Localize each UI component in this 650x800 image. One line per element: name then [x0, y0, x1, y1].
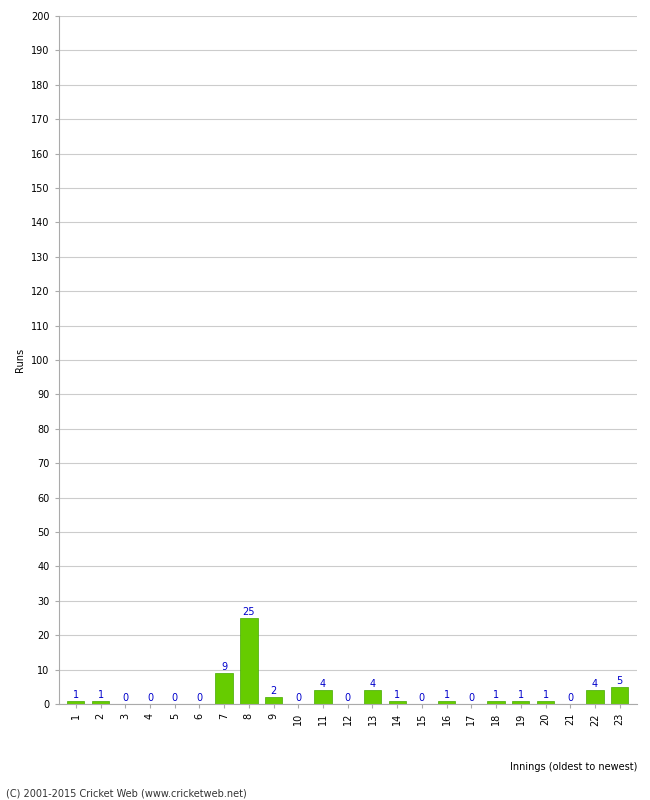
Bar	[586, 690, 604, 704]
Bar	[315, 690, 332, 704]
Text: 25: 25	[242, 607, 255, 617]
Text: 0: 0	[122, 693, 128, 703]
Text: 1: 1	[98, 690, 103, 699]
Text: 0: 0	[567, 693, 573, 703]
Bar	[67, 701, 85, 704]
Text: 0: 0	[419, 693, 425, 703]
Text: 0: 0	[295, 693, 302, 703]
Bar	[537, 701, 554, 704]
Text: 0: 0	[468, 693, 474, 703]
Text: 4: 4	[592, 679, 598, 690]
Text: 4: 4	[320, 679, 326, 690]
Text: 1: 1	[543, 690, 549, 699]
Text: 4: 4	[369, 679, 376, 690]
Bar	[611, 686, 629, 704]
Text: (C) 2001-2015 Cricket Web (www.cricketweb.net): (C) 2001-2015 Cricket Web (www.cricketwe…	[6, 789, 247, 798]
Bar	[488, 701, 505, 704]
Text: 0: 0	[172, 693, 177, 703]
Text: 1: 1	[518, 690, 524, 699]
Text: 0: 0	[147, 693, 153, 703]
Text: 9: 9	[221, 662, 228, 672]
Bar	[438, 701, 455, 704]
Text: 0: 0	[344, 693, 351, 703]
Bar	[92, 701, 109, 704]
Bar	[389, 701, 406, 704]
Text: 1: 1	[443, 690, 450, 699]
Text: 1: 1	[394, 690, 400, 699]
Y-axis label: Runs: Runs	[16, 348, 25, 372]
Text: 2: 2	[270, 686, 277, 696]
Bar	[364, 690, 381, 704]
Bar	[512, 701, 530, 704]
Bar	[216, 673, 233, 704]
Bar	[265, 697, 282, 704]
Text: Innings (oldest to newest): Innings (oldest to newest)	[510, 762, 637, 773]
Text: 1: 1	[73, 690, 79, 699]
Text: 1: 1	[493, 690, 499, 699]
Text: 5: 5	[617, 676, 623, 686]
Text: 0: 0	[196, 693, 203, 703]
Bar	[240, 618, 257, 704]
